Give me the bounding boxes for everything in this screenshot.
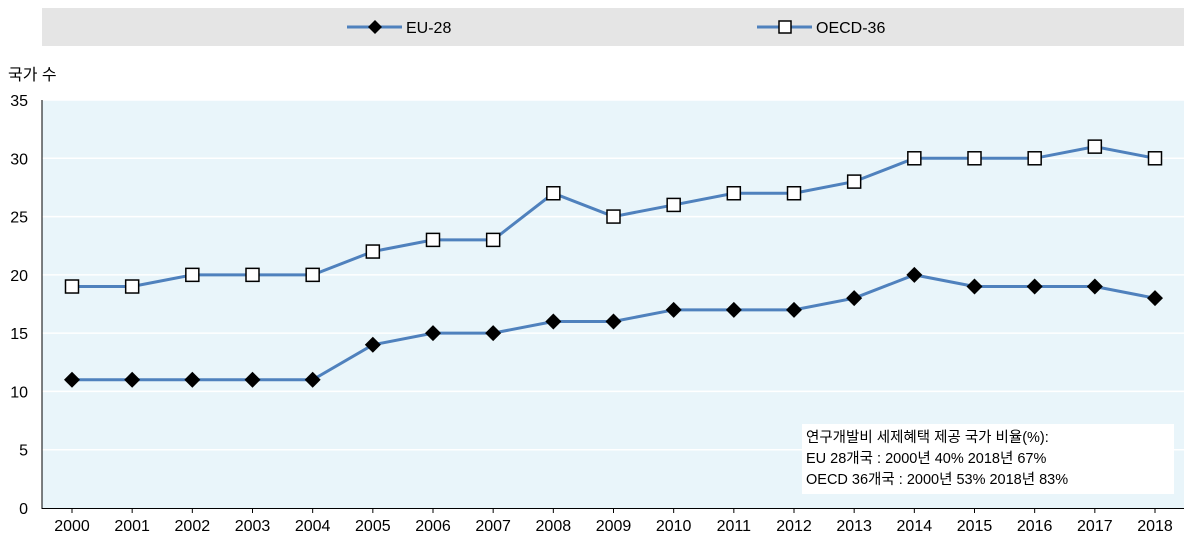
x-tick-label: 2008 — [536, 518, 572, 535]
x-tick-label: 2014 — [897, 518, 933, 535]
data-point — [1147, 151, 1163, 166]
data-point — [606, 209, 621, 224]
x-tick-label: 2009 — [596, 518, 632, 535]
data-point — [786, 186, 802, 201]
x-tick-label: 2013 — [836, 518, 872, 535]
x-tick-label: 2017 — [1077, 518, 1113, 535]
x-tick-label: 2016 — [1017, 518, 1053, 535]
data-point — [124, 371, 141, 388]
y-tick-label: 25 — [10, 210, 28, 227]
data-point — [725, 301, 742, 318]
data-point — [726, 186, 742, 201]
y-tick-label: 20 — [10, 268, 28, 285]
data-point — [1086, 278, 1103, 295]
legend-marker-oecd36 — [778, 20, 792, 34]
x-tick-label: 2012 — [776, 518, 812, 535]
y-tick-label: 10 — [10, 384, 28, 401]
x-tick-label: 2002 — [175, 518, 211, 535]
data-point — [304, 371, 321, 388]
data-point — [967, 151, 982, 166]
data-point — [906, 266, 923, 283]
x-tick-label: 2018 — [1137, 518, 1173, 535]
x-tick-label: 2005 — [355, 518, 391, 535]
legend-label-eu28: EU-28 — [406, 20, 451, 37]
data-point — [546, 186, 561, 201]
y-axis-title: 국가 수 — [8, 66, 57, 84]
data-point — [364, 336, 381, 353]
y-tick-label: 30 — [10, 151, 28, 168]
y-tick-label: 0 — [19, 501, 28, 518]
annotation-line-2: EU 28개국 : 2000년 40% 2018년 67% — [806, 450, 1046, 467]
data-point — [1147, 290, 1163, 307]
series-eu28 — [64, 266, 1163, 388]
data-point — [1027, 151, 1042, 166]
x-tick-label: 2010 — [656, 518, 692, 535]
data-point — [124, 279, 140, 294]
y-tick-label: 35 — [10, 93, 28, 110]
y-tick-label: 15 — [10, 326, 28, 343]
x-tick-label: 2003 — [235, 518, 271, 535]
data-point — [1087, 139, 1103, 154]
series-oecd36 — [64, 139, 1163, 294]
annotation-line-1: 연구개발비 세제혜택 제공 국가 비율(%): — [806, 429, 1049, 446]
x-axis-ticks: 2000 2001 2002 2003 2004 2005 2006 2007 2008 2009… — [54, 508, 1173, 535]
data-point — [666, 197, 681, 213]
annotation-line-3: OECD 36개국 : 2000년 53% 2018년 83% — [806, 471, 1068, 488]
x-tick-label: 2004 — [295, 518, 331, 535]
data-point — [184, 371, 201, 388]
data-point — [665, 301, 682, 318]
data-point — [846, 174, 862, 189]
legend-background — [42, 8, 1184, 46]
data-point — [305, 267, 320, 283]
annotation-box: 연구개발비 세제혜택 제공 국가 비율(%): EU 28개국 : 2000년 … — [802, 424, 1174, 494]
legend-entry-oecd36: OECD-36 — [757, 20, 885, 37]
x-tick-label: 2000 — [54, 518, 90, 535]
legend-entry-eu28: EU-28 — [347, 20, 451, 37]
data-point — [485, 325, 502, 342]
x-tick-label: 2015 — [957, 518, 993, 535]
legend-label-oecd36: OECD-36 — [816, 20, 885, 37]
data-point — [245, 267, 260, 283]
data-point — [966, 278, 983, 295]
data-point — [244, 371, 261, 388]
series-layer — [64, 139, 1163, 388]
data-point — [185, 267, 200, 283]
data-point — [64, 371, 80, 388]
data-point — [365, 244, 381, 259]
data-point — [64, 279, 80, 294]
data-point — [1026, 278, 1043, 295]
data-point — [605, 313, 622, 330]
data-point — [846, 290, 863, 307]
annotation-background — [802, 424, 1174, 494]
legend: EU-28 OECD-36 — [347, 20, 885, 37]
legend-marker-eu28 — [368, 20, 382, 34]
data-point — [786, 301, 802, 318]
x-tick-label: 2001 — [114, 518, 150, 535]
data-point — [545, 313, 562, 330]
x-tick-label: 2006 — [415, 518, 451, 535]
x-tick-label: 2011 — [717, 518, 752, 535]
data-point — [425, 325, 441, 342]
data-point — [425, 232, 441, 248]
y-tick-label: 5 — [19, 443, 28, 460]
data-point — [907, 151, 922, 166]
x-tick-label: 2007 — [475, 518, 511, 535]
data-point — [485, 232, 501, 248]
y-axis-ticks: 0 5 10 15 20 25 30 35 — [10, 93, 28, 518]
